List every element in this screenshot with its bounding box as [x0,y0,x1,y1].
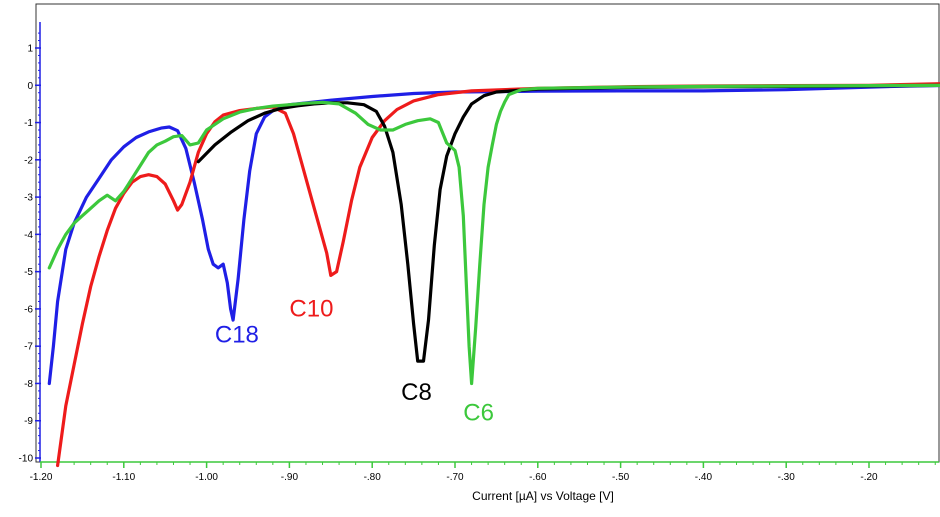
y-tick-label: -4 [24,230,33,241]
y-tick-label: -8 [24,379,33,390]
x-tick-label: -.60 [529,472,547,483]
y-tick-label: -3 [24,193,33,204]
x-tick-label: -.70 [446,472,464,483]
x-axis: -1.20 -1.10 -1.00 -.90 -.80 -.70 -.60 -.50 -.40 -… [30,461,939,483]
series-labels: C18 C10 C8 C6 [215,295,494,426]
x-tick-label: -.80 [364,472,382,483]
series-lines [47,82,940,468]
y-tick-label: -6 [24,304,33,315]
x-tick-label: -1.00 [195,472,218,483]
series-label-c10: C10 [289,295,333,322]
x-tick-label: -1.20 [30,472,53,483]
x-tick-label: -.40 [695,472,713,483]
y-tick-label: -1 [24,118,33,129]
x-tick-label: -1.10 [112,472,135,483]
y-tick-label: -10 [19,454,34,465]
x-tick-label: -.90 [281,472,299,483]
y-axis: 1 0 -1 -2 -3 -4 -5 -6 -7 -8 -9 -10 [19,22,41,465]
plot-area [35,3,940,463]
y-tick-label: 1 [27,44,33,55]
y-tick-label: -5 [24,267,33,278]
x-tick-label: -.50 [612,472,630,483]
y-tick-label: -2 [24,155,33,166]
x-tick-label: -.20 [860,472,878,483]
series-line-c6 [47,83,940,386]
y-tick-label: 0 [27,81,33,92]
x-tick-label: -.30 [778,472,796,483]
series-label-c18: C18 [215,321,259,348]
series-label-c6: C6 [463,400,494,427]
x-axis-title: Current [µA] vs Voltage [V] [472,489,614,503]
y-tick-label: -9 [24,416,33,427]
y-tick-label: -7 [24,342,33,353]
series-label-c8: C8 [401,379,432,406]
